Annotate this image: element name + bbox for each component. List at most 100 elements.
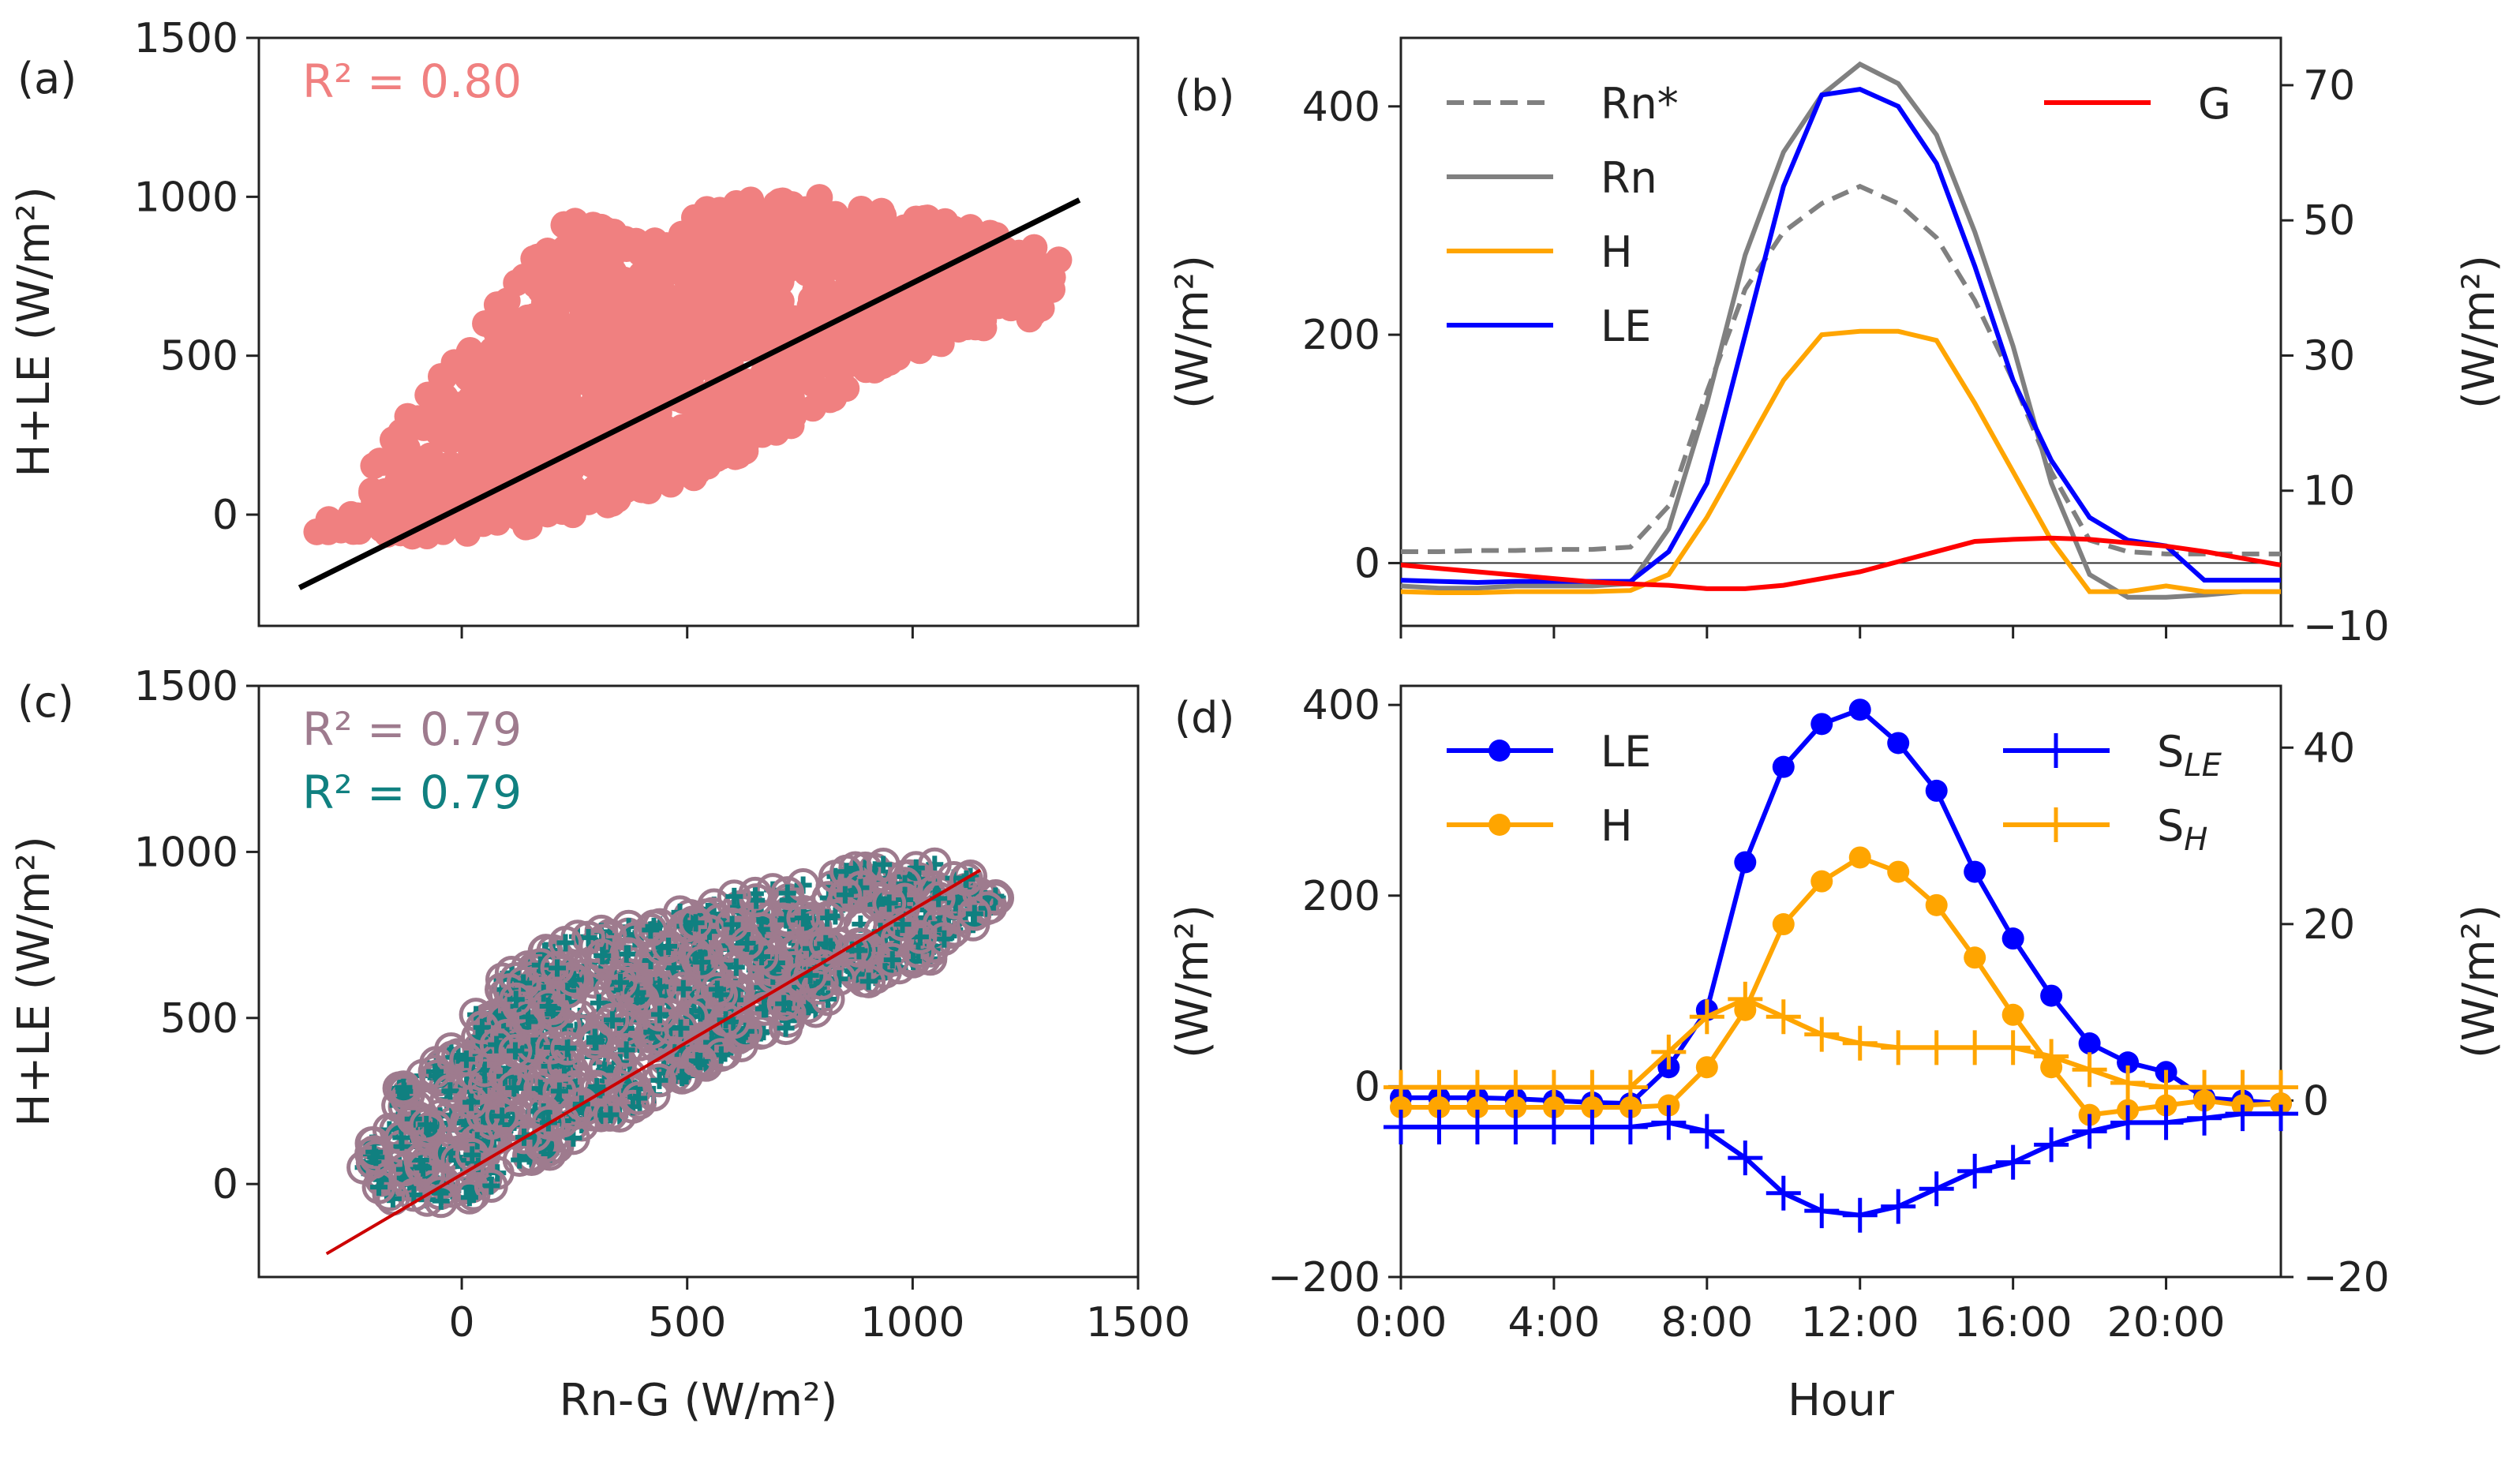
series-line bbox=[1400, 328, 2281, 595]
b-series-g bbox=[1400, 535, 2282, 591]
scatter-point bbox=[780, 251, 807, 279]
scatter-point bbox=[394, 492, 421, 519]
scatter-point bbox=[771, 400, 799, 428]
scatter-point-plus bbox=[874, 856, 893, 874]
scatter-point-circle bbox=[700, 972, 735, 1006]
scatter-point-plus bbox=[693, 953, 711, 972]
scatter-point-plus bbox=[651, 1006, 669, 1024]
scatter-point-plus bbox=[473, 1018, 491, 1036]
scatter-point-circle bbox=[949, 862, 983, 897]
scatter-point-plus bbox=[836, 886, 854, 904]
d-y2tick-label: 0 bbox=[2303, 1077, 2329, 1125]
scatter-point-plus bbox=[441, 1082, 459, 1100]
scatter-point bbox=[423, 462, 451, 489]
scatter-point bbox=[735, 316, 762, 343]
scatter-point-plus bbox=[418, 1115, 436, 1133]
b-y2tick-label: 10 bbox=[2303, 468, 2355, 515]
series-marker bbox=[1581, 1095, 1604, 1118]
scatter-point-plus bbox=[777, 911, 796, 929]
scatter-point-circle bbox=[684, 945, 719, 979]
scatter-point bbox=[399, 409, 427, 436]
scatter-point-circle bbox=[766, 987, 801, 1021]
c-ytick-label: 1000 bbox=[134, 829, 238, 876]
scatter-point bbox=[552, 234, 580, 261]
scatter-point bbox=[938, 218, 966, 245]
series-marker bbox=[1765, 999, 1801, 1035]
scatter-point-circle bbox=[875, 942, 910, 977]
b-legend: Rn* Rn H LE G bbox=[1447, 79, 2231, 351]
scatter-point-circle bbox=[616, 1089, 650, 1124]
d-xlabel: Hour bbox=[1788, 1375, 1895, 1426]
series-marker bbox=[1919, 1030, 1954, 1065]
scatter-point-circle bbox=[531, 1106, 566, 1140]
panel-label-a: (a) bbox=[17, 54, 77, 103]
scatter-point-plus bbox=[367, 1148, 385, 1167]
d-ytick-label: 0 bbox=[1354, 1063, 1380, 1110]
scatter-point bbox=[440, 349, 468, 376]
series-marker bbox=[1695, 1056, 1718, 1079]
c-xtick-label: 1000 bbox=[860, 1299, 964, 1346]
scatter-point bbox=[945, 316, 972, 343]
scatter-point-circle bbox=[456, 1177, 491, 1211]
scatter-point-plus bbox=[725, 887, 743, 905]
scatter-point bbox=[749, 272, 777, 300]
series-marker bbox=[2072, 1114, 2107, 1149]
scatter-point bbox=[878, 225, 905, 253]
series-marker bbox=[1575, 1069, 1610, 1105]
legend-label-subscript: H bbox=[2184, 822, 2207, 858]
series-marker bbox=[1651, 1105, 1687, 1140]
d-xtick-label: 20:00 bbox=[2107, 1299, 2226, 1346]
a-ylabel: H+LE (W/m²) bbox=[9, 186, 60, 477]
legend-label: H bbox=[1601, 801, 1633, 851]
series-marker bbox=[1964, 860, 1986, 883]
scatter-point bbox=[740, 387, 767, 414]
scatter-point-plus bbox=[579, 929, 597, 947]
scatter-point bbox=[725, 438, 752, 466]
scatter-point-circle bbox=[499, 982, 534, 1017]
d-ytick-label: 200 bbox=[1302, 873, 1380, 920]
c-xlabel: Rn-G (W/m²) bbox=[560, 1375, 838, 1426]
legend-label: H bbox=[1601, 227, 1633, 277]
scatter-point-circle bbox=[957, 897, 992, 931]
scatter-point-circle bbox=[409, 1107, 444, 1142]
scatter-point bbox=[873, 317, 901, 345]
scatter-point bbox=[716, 336, 743, 364]
scatter-point bbox=[1045, 246, 1073, 274]
series-marker bbox=[2148, 1069, 2184, 1105]
scatter-point-plus bbox=[392, 1129, 410, 1147]
scatter-point bbox=[657, 310, 684, 338]
series-marker bbox=[1881, 1189, 1916, 1224]
legend-label: Rn* bbox=[1601, 79, 1679, 129]
series-marker bbox=[2264, 1069, 2298, 1105]
scatter-point bbox=[503, 269, 530, 297]
scatter-point-plus bbox=[911, 928, 929, 946]
scatter-point-plus bbox=[673, 1069, 691, 1087]
scatter-point bbox=[650, 370, 677, 398]
series-marker bbox=[1459, 1109, 1495, 1144]
series-marker bbox=[1842, 1025, 1878, 1061]
scatter-point bbox=[766, 188, 793, 215]
d-xtick-label: 12:00 bbox=[1801, 1299, 1919, 1346]
scatter-point-plus bbox=[588, 1078, 606, 1096]
scatter-point-plus bbox=[687, 914, 705, 932]
legend-label: SLE bbox=[2157, 727, 2222, 784]
scatter-point bbox=[628, 339, 656, 366]
series-marker bbox=[1689, 999, 1724, 1035]
series-marker bbox=[1536, 1069, 1571, 1105]
scatter-point-plus bbox=[617, 1041, 635, 1059]
legend-marker bbox=[2039, 807, 2073, 842]
d-y2label: (W/m²) bbox=[2454, 904, 2505, 1058]
c-ylabel: H+LE (W/m²) bbox=[9, 836, 60, 1126]
b-series-rn- bbox=[1401, 183, 2281, 556]
scatter-point-plus bbox=[531, 956, 549, 974]
scatter-point bbox=[459, 435, 487, 462]
scatter-point bbox=[439, 481, 466, 509]
scatter-point-plus bbox=[414, 1159, 432, 1177]
scatter-point-circle bbox=[585, 938, 620, 973]
legend-label: LE bbox=[1601, 301, 1651, 351]
series-marker bbox=[2034, 1039, 2069, 1074]
scatter-point-circle bbox=[793, 958, 828, 993]
scatter-point bbox=[484, 383, 511, 410]
scatter-point-plus bbox=[457, 1050, 475, 1069]
series-marker bbox=[2110, 1065, 2146, 1101]
